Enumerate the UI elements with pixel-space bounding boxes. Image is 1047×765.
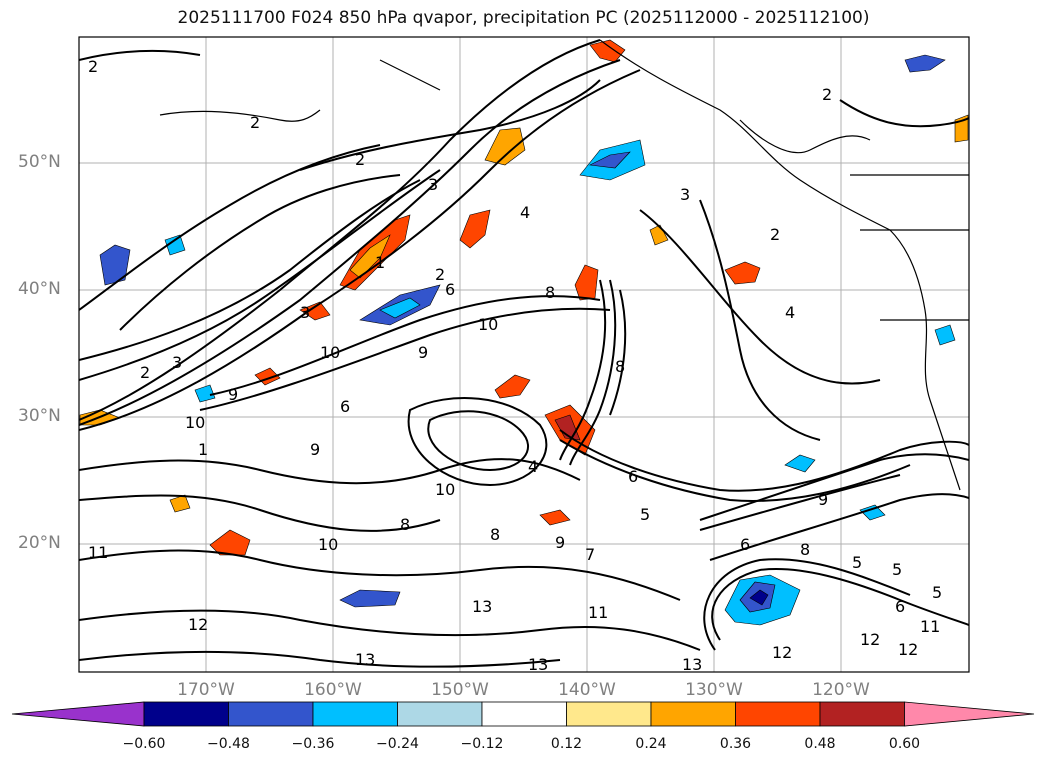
lon-label: 130°W bbox=[685, 680, 743, 700]
contour-label: 10 bbox=[478, 315, 498, 334]
coastline bbox=[159, 39, 969, 491]
contour-label: 1 bbox=[375, 253, 385, 272]
contour-label: 8 bbox=[400, 515, 410, 534]
contour-label: 3 bbox=[172, 353, 182, 372]
precip-shading bbox=[79, 39, 969, 626]
contour-label: 5 bbox=[640, 505, 650, 524]
colorbar-tick: −0.12 bbox=[460, 736, 504, 752]
colorbar-extend-low bbox=[11, 701, 145, 727]
colorbar-bin bbox=[650, 701, 736, 727]
map-title: 2025111700 F024 850 hPa qvapor, precipit… bbox=[177, 8, 870, 28]
contour-label: 6 bbox=[340, 397, 350, 416]
colorbar-bin bbox=[228, 701, 314, 727]
map-plot-area: 2 2 2 3 1 2 3 3 2 6 8 10 10 9 9 10 9 6 8… bbox=[79, 37, 969, 674]
contour-label: 2 bbox=[822, 85, 832, 104]
colorbar-bin bbox=[735, 701, 821, 727]
colorbar-tick: 0.60 bbox=[888, 736, 921, 752]
contour-label: 6 bbox=[740, 535, 750, 554]
contour-label: 9 bbox=[818, 490, 828, 509]
lat-label: 20°N bbox=[18, 533, 61, 553]
colorbar-tick: 0.24 bbox=[635, 736, 667, 752]
colorbar-bin bbox=[397, 701, 483, 727]
colorbar-bin bbox=[819, 701, 905, 727]
contour-label: 13 bbox=[355, 650, 375, 669]
contour-label: 13 bbox=[528, 655, 548, 674]
colorbar-tick: 0.48 bbox=[804, 736, 836, 752]
lon-label: 140°W bbox=[558, 680, 616, 700]
lat-label: 30°N bbox=[18, 406, 61, 426]
contour-label: 4 bbox=[520, 203, 530, 222]
contour-label: 12 bbox=[772, 643, 792, 662]
contour-label: 11 bbox=[920, 617, 940, 636]
colorbar-tick: −0.48 bbox=[207, 736, 250, 752]
contour-label: 2 bbox=[140, 363, 150, 382]
contour-label: 9 bbox=[228, 385, 238, 404]
contour-label: 3 bbox=[680, 185, 690, 204]
contour-label: 1 bbox=[198, 440, 208, 459]
colorbar-tick: −0.24 bbox=[376, 736, 419, 752]
graticule bbox=[79, 37, 969, 672]
contour-label: 2 bbox=[250, 113, 260, 132]
contour-label: 6 bbox=[895, 597, 905, 616]
colorbar-tick: −0.36 bbox=[291, 736, 335, 752]
colorbar bbox=[11, 701, 1035, 727]
colorbar-bin bbox=[312, 701, 398, 727]
map-frame bbox=[78, 36, 970, 673]
contour-label: 11 bbox=[588, 603, 608, 622]
contour-label: 3 bbox=[300, 303, 310, 322]
contour-label: 8 bbox=[615, 357, 625, 376]
contour-label: 10 bbox=[185, 413, 205, 432]
qvapor-contours bbox=[79, 39, 969, 668]
contour-label: 5 bbox=[852, 553, 862, 572]
contour-label: 10 bbox=[318, 535, 338, 554]
lat-label: 50°N bbox=[18, 152, 61, 172]
contour-label: 6 bbox=[628, 467, 638, 486]
contour-label: 9 bbox=[555, 533, 565, 552]
colorbar-tick: 0.12 bbox=[550, 736, 583, 752]
contour-label: 10 bbox=[320, 343, 340, 362]
contour-label: 11 bbox=[88, 543, 108, 562]
contour-label: 2 bbox=[88, 57, 98, 76]
contour-labels: 2 2 2 3 1 2 3 3 2 6 8 10 10 9 9 10 9 6 8… bbox=[88, 57, 942, 674]
contour-label: 2 bbox=[355, 150, 365, 169]
contour-label: 9 bbox=[418, 343, 428, 362]
contour-label: 5 bbox=[892, 560, 902, 579]
contour-label: 3 bbox=[428, 175, 438, 194]
contour-label: 9 bbox=[310, 440, 320, 459]
colorbar-bin bbox=[143, 701, 229, 727]
contour-label: 13 bbox=[682, 655, 702, 674]
colorbar-extend-high bbox=[904, 701, 1035, 727]
lon-label: 170°W bbox=[177, 680, 235, 700]
lon-label: 150°W bbox=[431, 680, 489, 700]
contour-label: 8 bbox=[490, 525, 500, 544]
lon-label: 120°W bbox=[812, 680, 870, 700]
contour-label: 2 bbox=[770, 225, 780, 244]
contour-label: 8 bbox=[545, 283, 555, 302]
contour-label: 6 bbox=[445, 280, 455, 299]
contour-label: 7 bbox=[585, 545, 595, 564]
colorbar-bin bbox=[566, 701, 652, 727]
contour-label: 13 bbox=[472, 597, 492, 616]
contour-label: 12 bbox=[188, 615, 208, 634]
colorbar-tick: 0.36 bbox=[719, 736, 752, 752]
contour-label: 8 bbox=[800, 540, 810, 559]
contour-label: 2 bbox=[435, 265, 445, 284]
colorbar-tick: −0.60 bbox=[122, 736, 166, 752]
contour-label: 4 bbox=[528, 457, 538, 476]
contour-label: 12 bbox=[898, 640, 918, 659]
contour-label: 10 bbox=[435, 480, 455, 499]
contour-label: 4 bbox=[785, 303, 795, 322]
contour-label: 12 bbox=[860, 630, 880, 649]
lat-label: 40°N bbox=[18, 279, 61, 299]
colorbar-bin bbox=[481, 701, 567, 727]
lon-label: 160°W bbox=[304, 680, 362, 700]
contour-label: 5 bbox=[932, 583, 942, 602]
